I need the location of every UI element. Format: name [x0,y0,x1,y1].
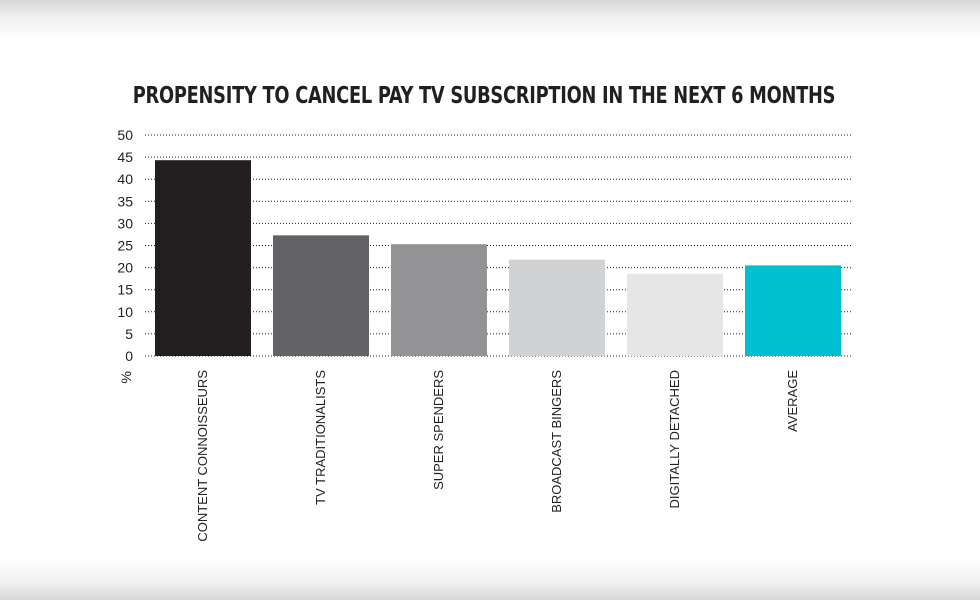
bottom-shade [0,560,980,600]
category-labels: CONTENT CONNOISSEURS TV TRADITIONALISTS SU… [195,370,800,542]
bar [155,160,251,356]
y-tick-label: 25 [117,238,133,254]
y-tick-label: 5 [125,326,133,342]
category-label: DIGITALLY DETACHED [667,370,682,508]
category-label: TV TRADITIONALISTS [313,370,328,505]
bar [509,259,605,356]
bar [627,273,723,356]
chart-title: PROPENSITY TO CANCEL PAY TV SUBSCRIPTION… [132,83,836,109]
y-tick-label: 35 [117,193,133,209]
bar [273,235,369,356]
y-tick-label: 45 [117,149,133,165]
y-axis-label: % [118,371,134,383]
y-tick-label: 40 [117,171,133,187]
bar [745,265,841,356]
category-label: CONTENT CONNOISSEURS [195,370,210,542]
top-shade [0,0,980,40]
category-label: BROADCAST BINGERS [549,370,564,513]
y-tick-label: 30 [117,215,133,231]
bar [391,244,487,356]
gridlines [145,134,852,357]
y-axis-ticks: 0 5 10 15 20 25 30 35 40 45 50 [117,127,133,364]
category-label: SUPER SPENDERS [431,370,446,490]
category-label: AVERAGE [785,370,800,432]
y-tick-label: 20 [117,260,133,276]
y-tick-label: 50 [117,127,133,143]
y-tick-label: 0 [125,348,133,364]
y-tick-label: 15 [117,282,133,298]
y-tick-label: 10 [117,304,133,320]
bars [155,160,841,356]
